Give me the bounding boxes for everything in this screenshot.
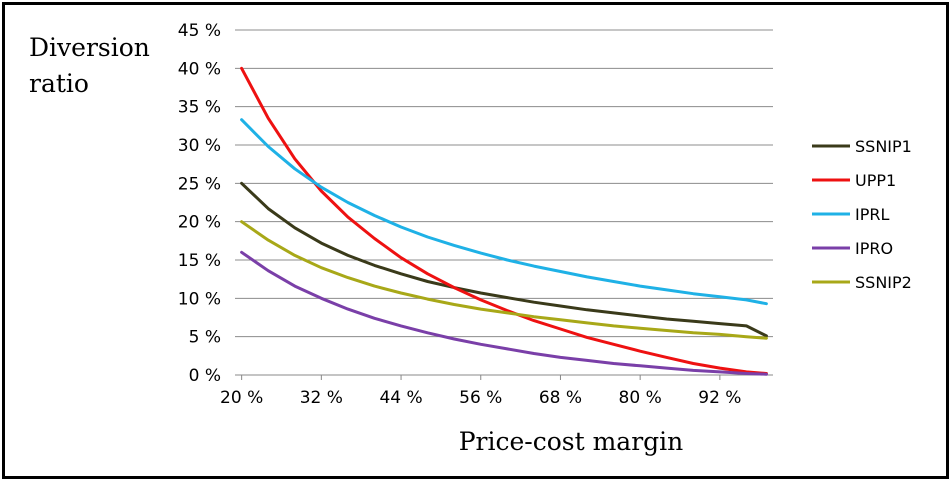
- y-tick-label: 15 %: [178, 251, 221, 271]
- y-tick-label: 30 %: [178, 136, 221, 156]
- legend-label-ipro: IPRO: [855, 239, 893, 258]
- legend-label-ssnip2: SSNIP2: [855, 273, 912, 292]
- y-tick-label: 45 %: [178, 21, 221, 41]
- series-line-ssnip1: [240, 181, 768, 338]
- series-line-ssnip2: [240, 220, 768, 340]
- y-axis-ticks: 0 % 5 % 10 % 15 % 20 % 25 % 30 % 35 % 40 % 45 %: [178, 21, 221, 386]
- y-axis-title-line-2: ratio: [29, 69, 89, 98]
- legend-label-iprl: IPRL: [855, 205, 889, 224]
- y-tick-label: 40 %: [178, 59, 221, 79]
- x-tick-label: 92 %: [698, 388, 741, 408]
- x-tick-label: 80 %: [619, 388, 662, 408]
- y-tick-label: 0 %: [189, 366, 221, 386]
- series-lines: [240, 66, 768, 376]
- series-line-ipro: [240, 250, 768, 376]
- x-tick-label: 68 %: [539, 388, 582, 408]
- series-line-iprl: [240, 118, 768, 306]
- y-tick-label: 10 %: [178, 289, 221, 309]
- y-tick-label: 5 %: [189, 328, 221, 348]
- legend-label-upp1: UPP1: [855, 171, 896, 190]
- x-tick-label: 32 %: [300, 388, 343, 408]
- x-tick-label: 20 %: [220, 388, 263, 408]
- x-tick-label: 56 %: [459, 388, 502, 408]
- x-axis-ticks: 20 % 32 % 44 % 56 % 68 % 80 % 92 %: [220, 375, 741, 408]
- x-axis-title: Price-cost margin: [459, 427, 684, 456]
- legend-label-ssnip1: SSNIP1: [855, 137, 912, 156]
- y-axis-title-line-1: Diversion: [29, 33, 150, 62]
- y-tick-label: 20 %: [178, 213, 221, 233]
- y-tick-label: 25 %: [178, 174, 221, 194]
- y-tick-label: 35 %: [178, 98, 221, 118]
- x-tick-label: 44 %: [379, 388, 422, 408]
- legend: SSNIP1 UPP1 IPRL IPRO SSNIP2: [812, 137, 912, 292]
- series-line-upp1: [240, 66, 768, 375]
